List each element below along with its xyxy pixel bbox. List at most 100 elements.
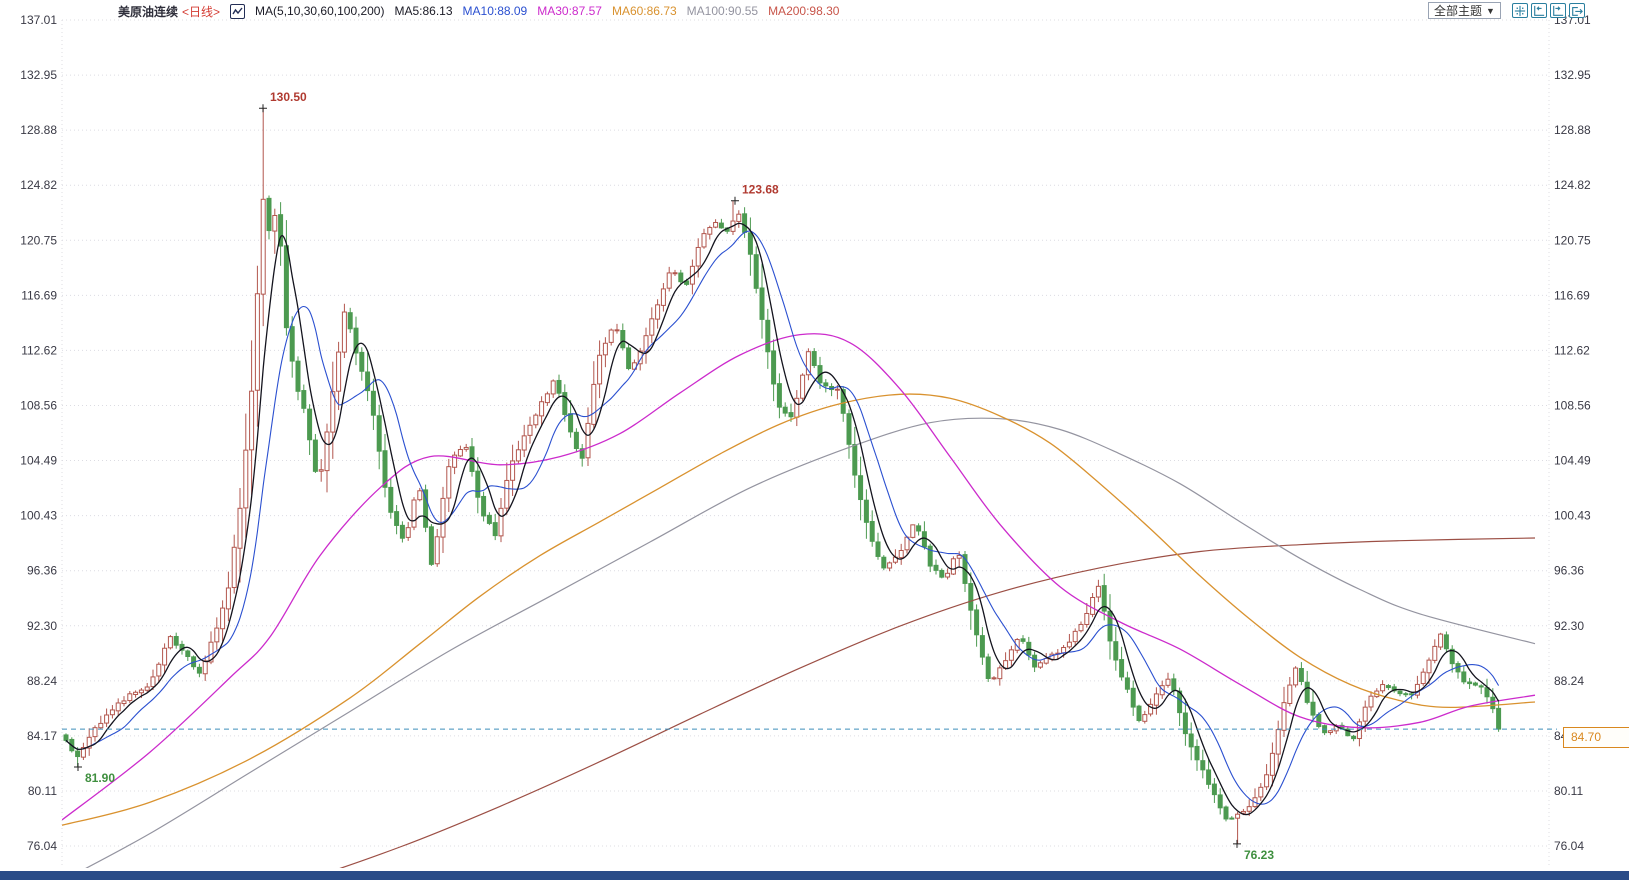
candle — [428, 524, 434, 566]
candle — [562, 384, 568, 422]
candle — [295, 356, 301, 401]
y-axis-label: 88.24 — [1554, 674, 1584, 688]
candle — [858, 456, 864, 521]
ma60-value: MA60:86.73 — [611, 4, 677, 18]
candle — [1153, 687, 1159, 715]
candle — [1020, 635, 1026, 644]
candle — [881, 555, 887, 571]
ma100-value: MA100:90.55 — [686, 4, 759, 18]
candle — [1356, 718, 1362, 747]
ma-line-ma30 — [62, 333, 1536, 821]
candle — [237, 487, 243, 583]
candle — [1432, 639, 1438, 664]
candle — [1072, 628, 1078, 647]
candle — [1095, 579, 1101, 603]
candle — [985, 653, 991, 682]
candle — [887, 561, 893, 572]
candle — [1078, 621, 1084, 633]
y-axis-label: 132.95 — [20, 68, 57, 82]
indicator-chart-icon[interactable] — [230, 3, 246, 19]
candle — [127, 691, 133, 703]
candle — [1368, 691, 1374, 712]
candle — [910, 524, 916, 539]
candle — [1327, 730, 1333, 735]
candle — [446, 458, 452, 513]
candle — [1037, 660, 1043, 669]
candle — [359, 347, 365, 381]
candle — [411, 497, 417, 531]
y-axis-label: 92.30 — [1554, 619, 1584, 633]
y-axis-label: 112.62 — [1554, 343, 1590, 357]
candle — [196, 663, 202, 678]
y-axis-label: 100.43 — [1554, 509, 1591, 523]
candle — [771, 339, 777, 402]
candle — [231, 534, 237, 594]
candle — [1269, 742, 1275, 787]
y-axis-label: 84.17 — [27, 729, 57, 743]
candle — [167, 635, 173, 650]
candle — [1467, 677, 1473, 689]
candle — [382, 434, 388, 498]
candle — [1264, 764, 1270, 790]
y-axis-label: 104.49 — [20, 454, 57, 468]
candle — [289, 316, 295, 378]
period-label: <日线> — [182, 4, 221, 19]
candle — [515, 440, 521, 465]
y-axis-label: 88.24 — [27, 674, 57, 688]
candle — [1449, 645, 1455, 673]
candle — [318, 458, 324, 482]
candle — [1293, 666, 1299, 688]
candle — [312, 433, 318, 473]
candle — [1351, 734, 1357, 742]
bottom-scrollbar[interactable] — [0, 871, 1629, 880]
ma30-value: MA30:87.57 — [537, 4, 602, 18]
candle — [1229, 816, 1235, 820]
candle — [1414, 675, 1420, 699]
extreme-cross-marker — [74, 763, 82, 772]
candle — [991, 676, 997, 680]
candle — [1420, 668, 1426, 686]
candle — [1130, 680, 1136, 716]
chart-shift-left-icon[interactable] — [1530, 3, 1547, 18]
candle — [1101, 573, 1107, 621]
candle — [1206, 758, 1212, 789]
chart-header: 美原油连续 <日线> MA(5,10,30,60,100,200) MA5:86… — [118, 2, 849, 20]
candle — [376, 404, 382, 470]
candle — [1443, 631, 1449, 652]
candle — [492, 513, 498, 541]
candle — [1281, 686, 1287, 737]
candle — [1200, 749, 1206, 779]
candle — [533, 413, 539, 429]
y-axis-label: 108.56 — [1554, 398, 1591, 412]
ma-line-ma200 — [339, 537, 1536, 868]
candle — [1472, 681, 1478, 687]
candle — [440, 486, 446, 553]
ma200-value: MA200:98.30 — [768, 4, 840, 18]
candle — [1438, 632, 1444, 650]
y-axis-label: 108.56 — [20, 398, 57, 412]
themes-dropdown[interactable]: 全部主题 ▼ — [1428, 2, 1501, 19]
candle — [1090, 593, 1096, 618]
candle — [776, 373, 782, 419]
chart-shift-right-icon[interactable] — [1549, 3, 1566, 18]
candle — [655, 299, 661, 329]
candle — [156, 662, 162, 683]
candle — [539, 396, 545, 426]
extreme-price-label: 123.68 — [742, 183, 779, 197]
candle — [1223, 805, 1229, 822]
exit-chart-icon[interactable] — [1568, 3, 1585, 18]
crosshair-icon[interactable] — [1511, 3, 1528, 18]
candle — [1032, 651, 1038, 673]
candle — [1484, 678, 1490, 704]
candle — [365, 352, 371, 402]
y-axis-label: 92.30 — [27, 619, 57, 633]
y-axis-label: 96.36 — [1554, 564, 1584, 578]
candle — [417, 487, 423, 502]
candle — [945, 568, 951, 580]
candle — [950, 556, 956, 576]
candle — [254, 265, 260, 427]
candle — [272, 208, 278, 254]
candle — [1217, 788, 1223, 815]
candle — [1385, 684, 1391, 691]
